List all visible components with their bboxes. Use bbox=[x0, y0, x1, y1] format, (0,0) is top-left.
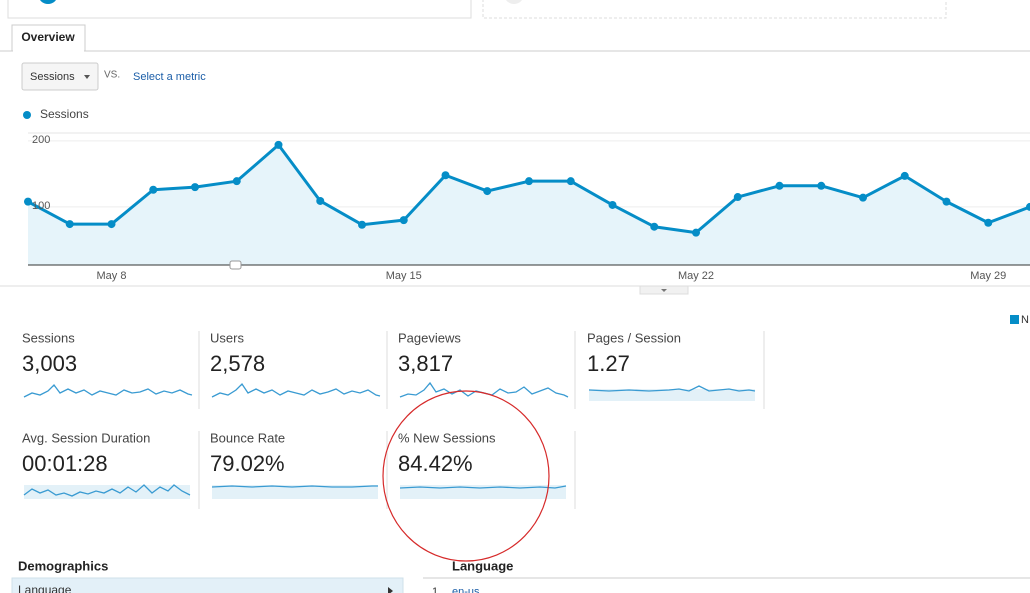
row-arrow bbox=[388, 587, 393, 593]
sparkline bbox=[211, 382, 381, 398]
range-handle bbox=[229, 260, 242, 270]
x-tick-label: May 22 bbox=[678, 270, 714, 282]
sparkline bbox=[23, 484, 191, 497]
legend-label: Sessions bbox=[40, 107, 89, 121]
row-language[interactable]: en-us bbox=[452, 586, 480, 593]
data-point bbox=[399, 216, 408, 225]
metric-value: 3,817 bbox=[398, 351, 453, 376]
top-card bbox=[7, 0, 472, 19]
line-chart: 100 200 May 8 May 15 May 22 May 29 bbox=[24, 132, 1030, 282]
metric-value: 3,003 bbox=[22, 351, 77, 376]
handle-arrow bbox=[661, 289, 667, 292]
sparkline bbox=[23, 384, 193, 398]
x-tick-label: May 8 bbox=[97, 270, 127, 282]
top-card bbox=[482, 0, 947, 19]
data-point bbox=[900, 171, 909, 180]
data-point bbox=[942, 197, 951, 206]
metric-value: 1.27 bbox=[587, 351, 630, 376]
data-point bbox=[984, 218, 993, 227]
data-point bbox=[191, 183, 199, 192]
data-point bbox=[650, 222, 659, 231]
sparkline bbox=[588, 385, 756, 392]
x-tick-label: May 15 bbox=[386, 270, 422, 282]
row-rank: 1. bbox=[432, 586, 441, 593]
metric-label: Avg. Session Duration bbox=[22, 430, 150, 445]
metric-value: 00:01:28 bbox=[22, 451, 108, 476]
data-point bbox=[107, 220, 116, 229]
metric-value: 84.42% bbox=[398, 451, 473, 476]
area bbox=[28, 144, 1030, 265]
data-point bbox=[232, 177, 241, 186]
data-point bbox=[817, 181, 826, 190]
dropdown-arrow bbox=[84, 75, 90, 79]
demographics-title: Demographics bbox=[18, 558, 108, 573]
annotation-circle bbox=[382, 390, 550, 562]
data-point bbox=[692, 228, 700, 237]
y-tick-label: 100 bbox=[32, 200, 50, 212]
dropdown-label[interactable]: Sessions bbox=[30, 71, 75, 83]
metric-value: 2,578 bbox=[210, 351, 265, 376]
x-tick-label: May 29 bbox=[970, 270, 1006, 282]
sparkline bbox=[399, 381, 569, 398]
sparkline bbox=[211, 485, 378, 488]
legend-dot bbox=[23, 111, 31, 119]
pie-legend-label: N bbox=[1021, 314, 1029, 326]
demographics-row[interactable] bbox=[11, 577, 404, 593]
tab[interactable] bbox=[11, 24, 86, 52]
data-point bbox=[274, 140, 283, 149]
data-point bbox=[733, 193, 742, 202]
data-point bbox=[24, 197, 32, 206]
data-point bbox=[316, 196, 325, 205]
data-point bbox=[859, 193, 867, 202]
card-icon bbox=[506, 0, 522, 4]
data-point bbox=[65, 220, 74, 229]
vs-label: VS. bbox=[104, 70, 120, 81]
sparkline-fill bbox=[212, 485, 378, 499]
sparkline bbox=[399, 485, 567, 489]
data-point bbox=[775, 181, 784, 190]
data-point bbox=[441, 171, 450, 180]
data-point bbox=[483, 187, 492, 196]
metric-label: Users bbox=[210, 330, 244, 345]
metric-label: Pageviews bbox=[398, 330, 461, 345]
sparkline-fill bbox=[589, 389, 755, 401]
pie-legend-swatch bbox=[1010, 315, 1019, 324]
card-icon bbox=[40, 0, 56, 4]
metric-label: Pages / Session bbox=[587, 330, 681, 345]
data-point bbox=[608, 200, 617, 209]
tab-label[interactable]: Overview bbox=[21, 30, 75, 44]
metric-value: 79.02% bbox=[210, 451, 285, 476]
metric-dropdown[interactable] bbox=[21, 62, 99, 91]
metric-label: Bounce Rate bbox=[210, 430, 285, 445]
demographics-row-label[interactable]: Language bbox=[18, 583, 72, 593]
metric-label: % New Sessions bbox=[398, 430, 496, 445]
y-tick-label: 200 bbox=[32, 134, 50, 146]
data-point bbox=[358, 220, 366, 229]
metric-label: Sessions bbox=[22, 330, 75, 345]
select-metric-link[interactable]: Select a metric bbox=[133, 71, 206, 83]
language-title: Language bbox=[452, 558, 513, 573]
data-point bbox=[1026, 202, 1030, 211]
data-point bbox=[525, 177, 533, 186]
metrics-grid: Sessions 3,003 Users 2,578 Pageviews 3,817 Pag… bbox=[22, 330, 765, 509]
data-point bbox=[566, 177, 575, 186]
data-point bbox=[149, 185, 158, 194]
